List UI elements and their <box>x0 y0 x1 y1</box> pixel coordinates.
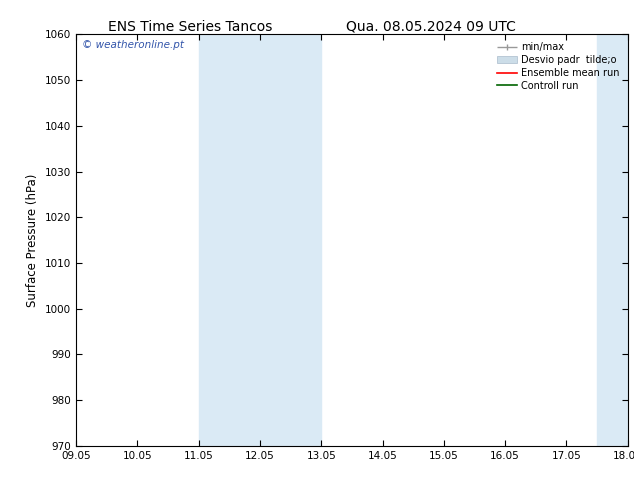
Y-axis label: Surface Pressure (hPa): Surface Pressure (hPa) <box>27 173 39 307</box>
Legend: min/max, Desvio padr  tilde;o, Ensemble mean run, Controll run: min/max, Desvio padr tilde;o, Ensemble m… <box>494 39 623 94</box>
Text: © weatheronline.pt: © weatheronline.pt <box>82 41 184 50</box>
Text: Qua. 08.05.2024 09 UTC: Qua. 08.05.2024 09 UTC <box>346 20 516 34</box>
Bar <box>597 34 634 446</box>
Text: ENS Time Series Tancos: ENS Time Series Tancos <box>108 20 273 34</box>
Bar <box>198 34 321 446</box>
